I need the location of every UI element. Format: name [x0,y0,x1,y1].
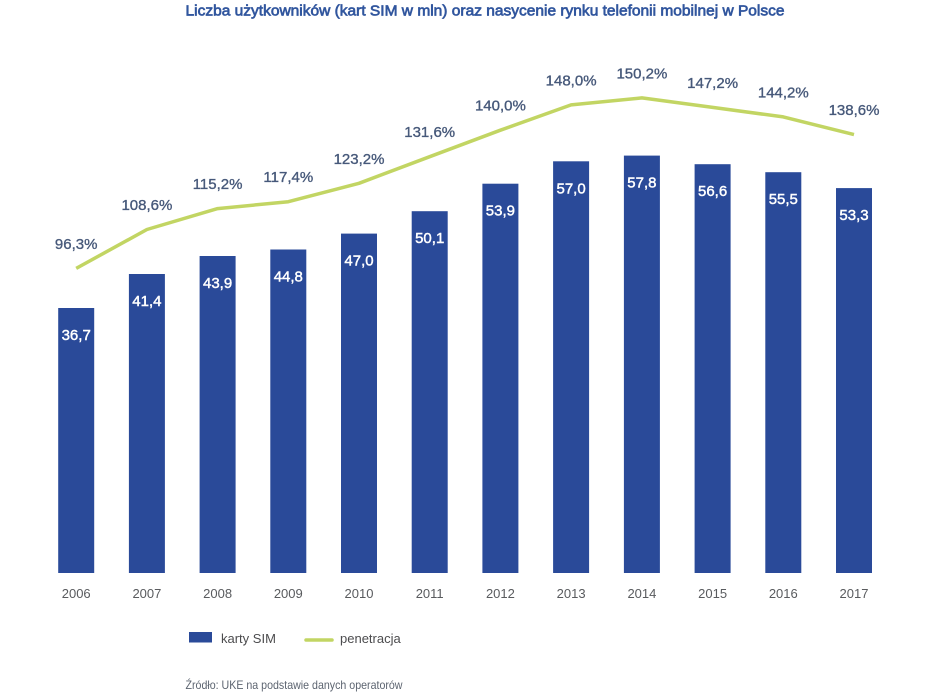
svg-text:56,6: 56,6 [698,183,727,200]
svg-text:150,2%: 150,2% [616,65,667,82]
svg-text:53,3: 53,3 [839,207,868,224]
svg-text:2016: 2016 [769,586,798,601]
svg-text:Źródło: UKE na podstawie danyc: Źródło: UKE na podstawie danych operator… [186,677,403,692]
svg-text:2017: 2017 [840,586,869,601]
svg-text:140,0%: 140,0% [475,98,526,115]
svg-text:144,2%: 144,2% [758,84,809,101]
svg-text:55,5: 55,5 [769,191,798,208]
svg-text:Liczba użytkowników (kart SIM: Liczba użytkowników (kart SIM w mln) ora… [186,4,785,20]
svg-text:2014: 2014 [627,586,656,601]
svg-text:2015: 2015 [698,586,727,601]
svg-text:115,2%: 115,2% [193,176,243,193]
svg-text:53,9: 53,9 [486,203,515,220]
svg-text:43,9: 43,9 [203,275,232,292]
svg-text:41,4: 41,4 [132,293,161,310]
svg-text:108,6%: 108,6% [121,197,172,214]
svg-text:50,1: 50,1 [415,230,444,247]
svg-text:2008: 2008 [203,586,232,601]
svg-text:2012: 2012 [486,586,515,601]
svg-text:2010: 2010 [345,586,374,601]
svg-text:karty SIM: karty SIM [221,631,276,646]
svg-text:2013: 2013 [557,586,586,601]
svg-text:123,2%: 123,2% [334,151,385,168]
svg-text:131,6%: 131,6% [404,124,455,141]
svg-text:2009: 2009 [274,586,303,601]
svg-text:138,6%: 138,6% [829,102,880,119]
svg-text:117,4%: 117,4% [263,169,313,186]
svg-text:penetracja: penetracja [340,631,401,646]
svg-text:36,7: 36,7 [62,327,91,344]
svg-text:57,8: 57,8 [627,175,656,192]
svg-text:47,0: 47,0 [344,253,373,270]
svg-text:147,2%: 147,2% [687,75,738,92]
svg-text:57,0: 57,0 [556,180,585,197]
svg-text:148,0%: 148,0% [546,72,597,89]
svg-text:96,3%: 96,3% [55,236,98,253]
svg-text:2006: 2006 [62,586,91,601]
svg-text:2011: 2011 [416,586,444,601]
svg-text:44,8: 44,8 [274,269,303,286]
svg-text:2007: 2007 [132,586,161,601]
